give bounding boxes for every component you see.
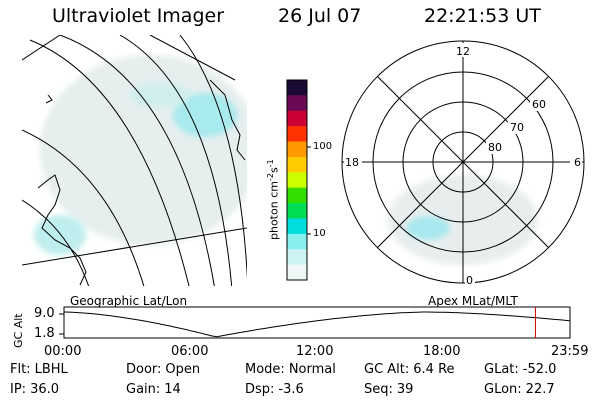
- orbit-xtick-label: 12:00: [296, 344, 334, 359]
- mlat-label-70: 70: [510, 121, 524, 134]
- coastline-west: [37, 174, 87, 286]
- orbit-ytick-label-min: 1.8: [34, 326, 55, 341]
- geo-aurora-lower: [34, 215, 86, 255]
- colorbar: [286, 79, 311, 281]
- label-bg: [344, 155, 362, 169]
- label-bg: [455, 43, 471, 57]
- colorbar-segment: [287, 172, 307, 189]
- colorbar-segment: [287, 233, 307, 250]
- geo-haze: [40, 55, 247, 245]
- orbit-altitude-curve: [63, 311, 571, 338]
- colorbar-segment: [287, 203, 307, 219]
- lon-line: [149, 35, 236, 81]
- coastline-island: [45, 94, 53, 104]
- label-bg: [508, 120, 532, 134]
- colorbar-segment: [287, 187, 307, 204]
- orbit-xtick-label: 18:00: [423, 344, 461, 359]
- geo-aurora-arc: [130, 83, 190, 107]
- app-title: Ultraviolet Imager: [52, 5, 225, 27]
- polar-diagonal: [377, 76, 549, 248]
- colorbar-segment: [287, 156, 307, 173]
- colorbar-segment: [287, 218, 307, 235]
- colorbar-segment: [287, 249, 307, 266]
- info-dsp: Dsp: -3.6: [245, 382, 304, 397]
- colorbar-segment: [287, 110, 307, 127]
- orbit-xtick-label: 23:59: [551, 344, 589, 359]
- colorbar-segment: [287, 80, 307, 96]
- info-glat: GLat: -52.0: [484, 362, 557, 377]
- label-bg: [486, 140, 510, 154]
- info-seq: Seq: 39: [364, 382, 414, 397]
- colorbar-segment: [287, 126, 307, 143]
- coastline-east: [209, 79, 246, 161]
- geographic-image-panel: [22, 35, 247, 286]
- orbit-ylabel: GC Alt: [12, 313, 25, 348]
- label-bg: [465, 274, 475, 286]
- coastline: [37, 79, 246, 286]
- lon-line: [22, 227, 247, 266]
- colorbar-unit-label: photon cm-2s-1: [266, 159, 281, 240]
- colorbar-tick-label-10: 10: [313, 228, 326, 239]
- lat-arc: [22, 199, 90, 286]
- time-text: 22:21:53 UT: [424, 5, 541, 27]
- polar-dial: 12 18 6 0 60 70 80: [341, 40, 585, 287]
- geo-grid: [22, 35, 247, 286]
- lat-arc: [119, 35, 233, 286]
- info-flt: Flt: LBHL: [10, 362, 68, 377]
- lon-line: [22, 35, 61, 61]
- orbit-plot: [59, 306, 571, 339]
- colorbar-segment: [287, 95, 307, 112]
- info-glon: GLon: 22.7: [484, 382, 555, 397]
- mlt-label-6: 6: [574, 156, 581, 169]
- apex-panel-label: Apex MLat/MLT: [428, 294, 518, 308]
- colorbar-tick-label-100: 100: [313, 141, 333, 152]
- orbit-xtick-label: 00:00: [44, 344, 82, 359]
- lat-arc: [179, 35, 247, 281]
- info-ip: IP: 36.0: [10, 382, 60, 397]
- geo-aurora-bright: [173, 93, 237, 137]
- colorbar-frame: [286, 79, 308, 281]
- info-gc-alt: GC Alt: 6.4 Re: [364, 362, 455, 377]
- info-door: Door: Open: [126, 362, 201, 377]
- colorbar-segment: [287, 264, 307, 281]
- mlat-label-80: 80: [488, 141, 502, 154]
- geographic-panel-label: Geographic Lat/Lon: [70, 294, 188, 308]
- orbit-xtick-label: 06:00: [171, 344, 209, 359]
- label-bg: [570, 155, 582, 169]
- colorbar-segment: [287, 141, 307, 158]
- orbit-frame: [63, 306, 571, 339]
- label-bg: [530, 97, 554, 111]
- orbit-ytick-label-max: 9.0: [34, 306, 55, 321]
- lat-arc: [22, 129, 145, 286]
- mlt-label-0: 0: [466, 274, 473, 287]
- mlt-label-12: 12: [456, 45, 470, 58]
- lat-arc: [59, 35, 215, 286]
- mlt-label-18: 18: [345, 156, 359, 169]
- info-gain: Gain: 14: [126, 382, 181, 397]
- mlat-label-60: 60: [532, 98, 546, 111]
- info-mode: Mode: Normal: [245, 362, 336, 377]
- polar-aurora: [406, 216, 450, 240]
- date-text: 26 Jul 07: [278, 5, 362, 27]
